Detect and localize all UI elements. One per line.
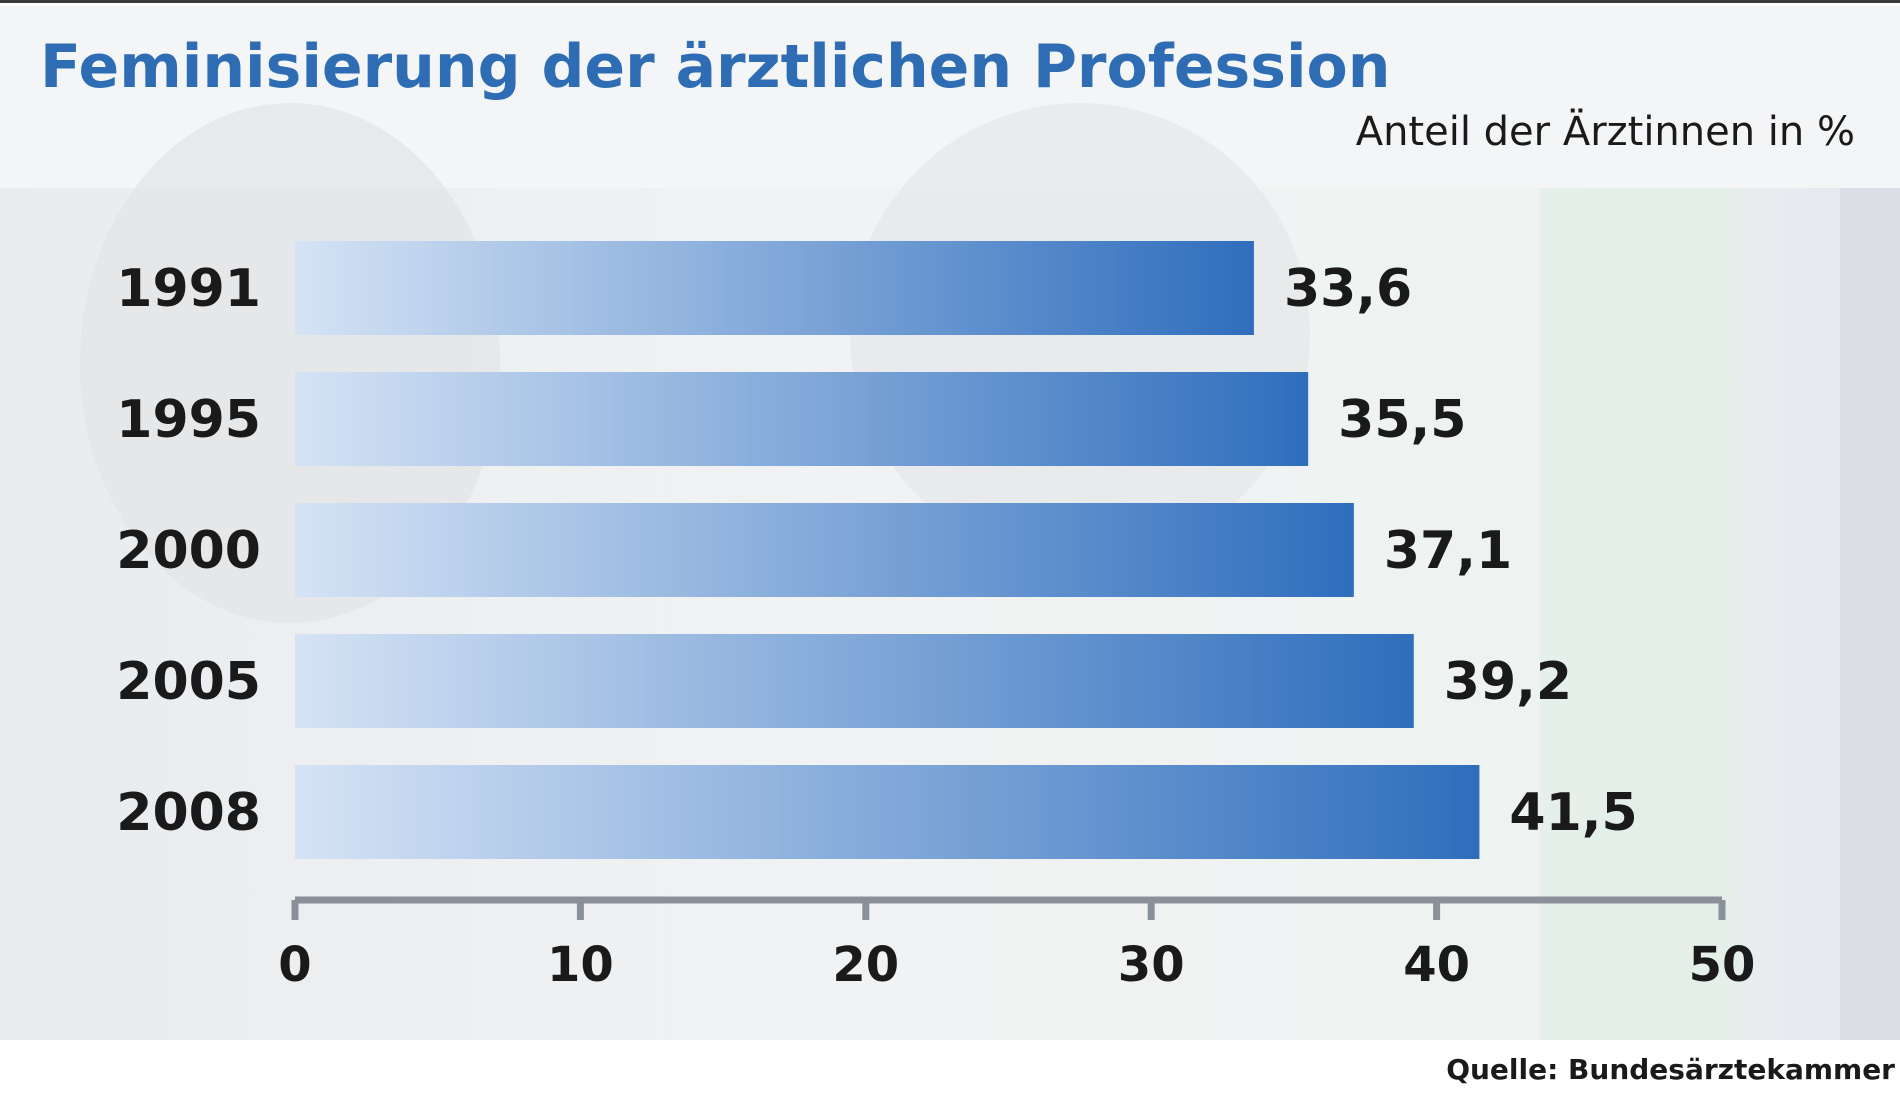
value-label-1995: 35,5 (1338, 390, 1466, 450)
bar-2005 (295, 634, 1414, 728)
value-label-1991: 33,6 (1284, 259, 1412, 319)
bar-2000 (295, 503, 1354, 597)
source-note: Quelle: Bundesärztekammer (1446, 1053, 1895, 1086)
x-tick-label-0: 0 (278, 937, 311, 993)
category-label-2005: 2005 (116, 652, 261, 712)
category-label-1991: 1991 (116, 259, 261, 319)
footer-band (0, 1040, 1900, 1102)
background-window-strip (1540, 188, 1740, 1040)
bar-2008 (295, 765, 1480, 859)
category-label-2008: 2008 (116, 783, 261, 843)
bar-chart: Feminisierung der ärztlichen Profession … (0, 6, 1900, 1102)
category-label-2000: 2000 (116, 521, 261, 581)
x-axis: 0 10 20 30 40 50 (278, 896, 1756, 993)
value-label-2008: 41,5 (1509, 783, 1637, 843)
background-edge-strip (1840, 188, 1900, 1040)
x-tick-label-50: 50 (1689, 937, 1756, 993)
value-label-2005: 39,2 (1444, 652, 1572, 712)
bar-1991 (295, 241, 1254, 335)
x-tick-label-10: 10 (547, 937, 614, 993)
background-figure-left (80, 103, 500, 623)
category-label-1995: 1995 (116, 390, 261, 450)
x-tick-label-40: 40 (1403, 937, 1470, 993)
value-label-2000: 37,1 (1384, 521, 1512, 581)
x-tick-label-30: 30 (1118, 937, 1185, 993)
x-tick-label-20: 20 (832, 937, 899, 993)
bar-1995 (295, 372, 1309, 466)
chart-subtitle: Anteil der Ärztinnen in % (1356, 107, 1855, 155)
bars-layer: 1991 33,6 1995 35,5 2000 37,1 2005 39,2 2008 41,5 (116, 241, 1638, 859)
chart-title: Feminisierung der ärztlichen Profession (40, 32, 1390, 102)
